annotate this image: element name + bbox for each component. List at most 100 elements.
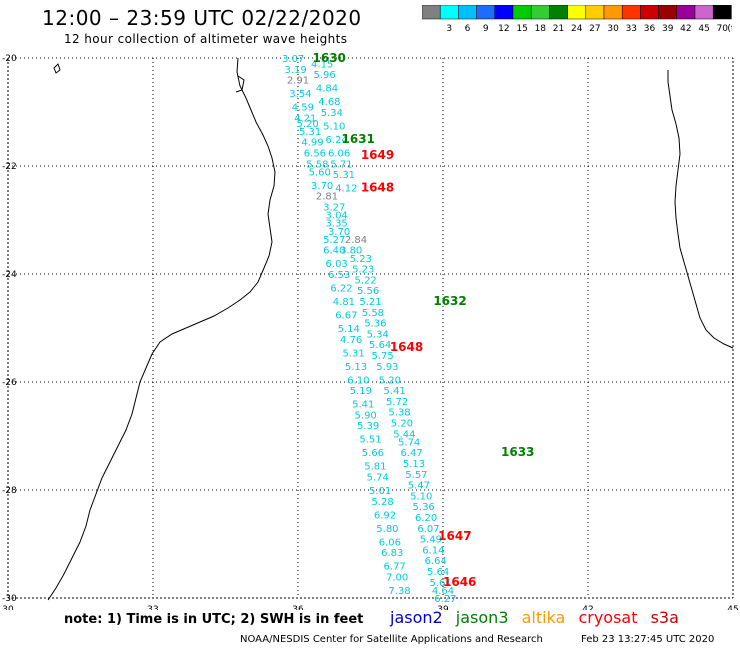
wave-height-value: 5.36 (364, 319, 386, 330)
legend-label: 3 (446, 24, 452, 34)
wave-height-value: 4.81 (333, 297, 355, 308)
wave-height-value: 6.40 (323, 246, 345, 257)
wave-height-value: 5.34 (321, 108, 343, 119)
altimeter-map: 3.07 4.15 3.19 5.96 2.91 4.84 3.54 4.68 4.59 5.34… (2, 51, 739, 610)
africa-coastline (47, 57, 276, 601)
wave-height-value: 6.64 (425, 556, 447, 567)
wave-height-value: 5.47 (408, 481, 430, 492)
wave-height-value: 5.96 (313, 70, 335, 81)
lon-tick-label: 33 (147, 605, 158, 610)
wave-height-value: 7.38 (388, 586, 410, 597)
wave-height-value: 3.27 (323, 203, 345, 214)
wave-height-value: 5.14 (338, 324, 360, 335)
track-label: 1647 (438, 529, 471, 543)
wave-height-value: 5.81 (364, 462, 386, 473)
wave-height-value: 7.00 (386, 572, 408, 583)
satellite-legend: jason2 jason3 altika cryosat s3a (390, 608, 687, 627)
wave-height-value: 5.66 (362, 448, 384, 459)
wave-height-value: 5.23 (350, 254, 372, 265)
legend-label: 33 (626, 24, 637, 34)
lon-tick-label: 36 (292, 605, 304, 610)
wave-height-value: 5.31 (342, 348, 364, 359)
wave-height-value: 5.20 (297, 119, 319, 130)
inhambane-inlet (235, 75, 245, 93)
legend-label: 45 (698, 24, 709, 34)
wave-height-value: 5.34 (367, 329, 389, 340)
wave-height-value: 3.54 (289, 89, 311, 100)
wave-height-value: 5.38 (388, 408, 410, 419)
wave-height-value: 5.61 (429, 578, 451, 589)
wave-height-value: 6.27 (434, 594, 456, 605)
wave-height-value: 5.90 (355, 410, 377, 421)
wave-height-value: 4.84 (316, 84, 338, 95)
wave-height-value: 6.92 (374, 510, 396, 521)
coastline (47, 57, 734, 601)
legend-unit: (ft) (727, 24, 732, 34)
lat-tick-label: -20 (2, 54, 17, 64)
wave-height-value: 5.58 (362, 308, 384, 319)
track-label: 1633 (501, 445, 534, 459)
wave-height-value: 5.10 (323, 122, 345, 133)
wave-height-value: 5.41 (384, 386, 406, 397)
legend-label: 36 (644, 24, 656, 34)
wave-height-value: 6.07 (417, 524, 439, 535)
wave-height-value: 5.13 (403, 459, 425, 470)
wave-height-value: 6.06 (328, 149, 350, 160)
wave-height-value: 5.44 (393, 429, 415, 440)
wave-height-value: 5.13 (345, 362, 367, 373)
legend-label: 27 (589, 24, 600, 34)
wave-height-value: 5.80 (376, 524, 398, 535)
wave-height-value: 6.20 (415, 513, 437, 524)
lon-tick-label: 45 (727, 605, 738, 610)
wave-height-value: 6.14 (422, 545, 444, 556)
wave-height-value: 5.74 (398, 437, 420, 448)
wave-height-value: 5.56 (357, 286, 379, 297)
wave-height-value: 2.91 (287, 76, 309, 87)
lat-tick-label: -30 (2, 594, 17, 604)
legend-label: 70 (717, 24, 729, 34)
wave-height-value: 5.20 (379, 375, 401, 386)
legend-label: 6 (465, 24, 471, 34)
legend-label: 15 (516, 24, 527, 34)
wave-height-value: 4.12 (335, 184, 357, 195)
wave-height-value: 5.36 (413, 502, 435, 513)
footer-note: note: 1) Time is in UTC; 2) SWH is in fe… (64, 612, 364, 627)
wave-height-value: 4.15 (311, 59, 333, 70)
wave-height-value: 5.75 (371, 351, 393, 362)
wave-height-value: 5.21 (359, 297, 381, 308)
wave-height-value: 6.83 (381, 548, 403, 559)
track-label: 1648 (390, 340, 423, 354)
legend-label: 42 (680, 24, 691, 34)
wave-height-value: 3.35 (326, 219, 348, 230)
wave-height-value: 5.31 (299, 127, 321, 138)
lat-tick-label: -24 (2, 270, 17, 280)
wave-height-value: 5.64 (369, 340, 391, 351)
wave-height-value: 5.31 (333, 170, 355, 181)
wave-height-value: 5.64 (427, 567, 449, 578)
sat-cryosat: cryosat (578, 608, 638, 627)
track-label: 1649 (361, 148, 394, 162)
legend-label: 12 (498, 24, 509, 34)
credit-text: NOAA/NESDIS Center for Satellite Applica… (240, 634, 543, 645)
bazaruto-island (53, 63, 61, 74)
wave-height-value: 5.93 (376, 362, 398, 373)
wave-height-value: 3.70 (311, 181, 333, 192)
wave-height-value: 6.47 (400, 448, 422, 459)
lat-tick-label: -22 (2, 162, 17, 172)
legend-label: 9 (483, 24, 489, 34)
lon-tick-label: 42 (582, 605, 593, 610)
sat-s3a: s3a (650, 608, 679, 627)
wave-height-value: 6.67 (335, 311, 357, 322)
legend-label: 18 (535, 24, 547, 34)
wave-height-value: 5.57 (405, 470, 427, 481)
axis-labels: 30 33 36 39 42 45 -20 -22 -24 -26 -28 -30 (2, 54, 739, 610)
wave-height-value: 5.51 (359, 435, 381, 446)
lat-lon-grid (7, 57, 734, 599)
wave-height-value: 6.10 (347, 375, 369, 386)
wave-height-value: 5.74 (367, 473, 389, 484)
wave-height-value: 5.49 (420, 535, 442, 546)
wave-height-values: 3.07 4.15 3.19 5.96 2.91 4.84 3.54 4.68 4.59 5.34… (282, 54, 457, 605)
wave-height-value: 5.19 (350, 386, 372, 397)
wave-height-value: 5.58 (306, 159, 328, 170)
